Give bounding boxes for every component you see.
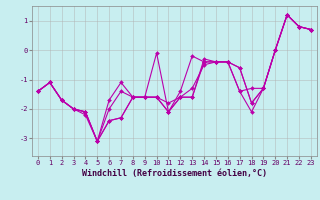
X-axis label: Windchill (Refroidissement éolien,°C): Windchill (Refroidissement éolien,°C) <box>82 169 267 178</box>
